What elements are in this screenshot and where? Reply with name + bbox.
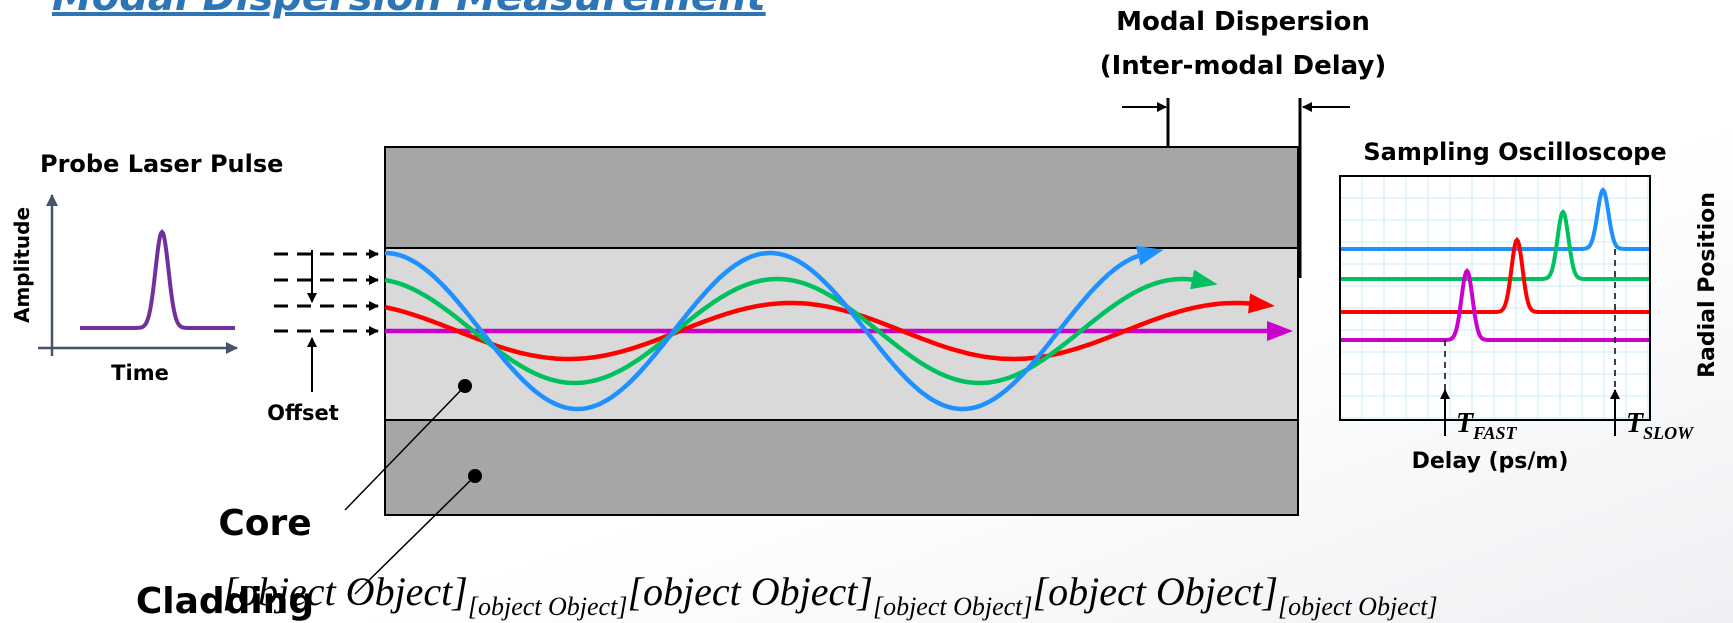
core xyxy=(384,247,1299,421)
mode-red xyxy=(384,293,1275,362)
formula: [object Object][object Object][object Ob… xyxy=(222,569,1437,621)
t-symbol: T xyxy=(1456,408,1475,439)
scope-frame xyxy=(1339,175,1651,421)
dispersion-label: (Inter-modal Delay) xyxy=(1100,51,1387,81)
scope-trace xyxy=(1340,268,1650,342)
leader-line xyxy=(344,385,466,511)
core-label: Core xyxy=(218,503,311,544)
leader-dot xyxy=(468,469,482,483)
formula-part: [object Object] xyxy=(627,569,873,614)
formula-subscript: [object Object] xyxy=(873,592,1033,621)
t-subscript: SLOW xyxy=(1643,423,1695,443)
probe-y-label: Amplitude xyxy=(10,207,34,323)
scope-y-label: Radial Position xyxy=(1695,192,1720,378)
t-fast-label: TFAST xyxy=(1456,408,1517,443)
formula-subscript: [object Object] xyxy=(1278,592,1438,621)
offset-label: Offset xyxy=(267,401,339,425)
dispersion-label: Modal Dispersion xyxy=(1116,7,1370,37)
probe-pulse xyxy=(80,229,235,330)
mode-blue xyxy=(384,245,1164,412)
scope-trace xyxy=(1340,236,1650,314)
formula-part: [object Object] xyxy=(1033,569,1279,614)
cladding-label: Cladding xyxy=(136,581,314,622)
probe-title: Probe Laser Pulse xyxy=(40,150,283,178)
mode-green xyxy=(384,269,1218,386)
formula-part: [object Object] xyxy=(222,569,468,614)
launch-arrows xyxy=(274,249,379,336)
probe-x-label: Time xyxy=(111,361,169,385)
page-title: Modal Dispersion Measurement xyxy=(52,0,768,20)
scope-trace xyxy=(1340,187,1650,251)
leader-line xyxy=(354,475,476,595)
leader-dot xyxy=(458,379,472,393)
t-symbol: T xyxy=(1626,408,1645,439)
t-subscript: FAST xyxy=(1472,423,1517,443)
formula-subscript: [object Object] xyxy=(468,592,628,621)
scope-trace xyxy=(1340,209,1650,281)
scope-x-label: Delay (ps/m) xyxy=(1412,449,1569,474)
scope-title: Sampling Oscilloscope xyxy=(1363,138,1666,166)
t-slow-label: TSLOW xyxy=(1626,408,1695,443)
